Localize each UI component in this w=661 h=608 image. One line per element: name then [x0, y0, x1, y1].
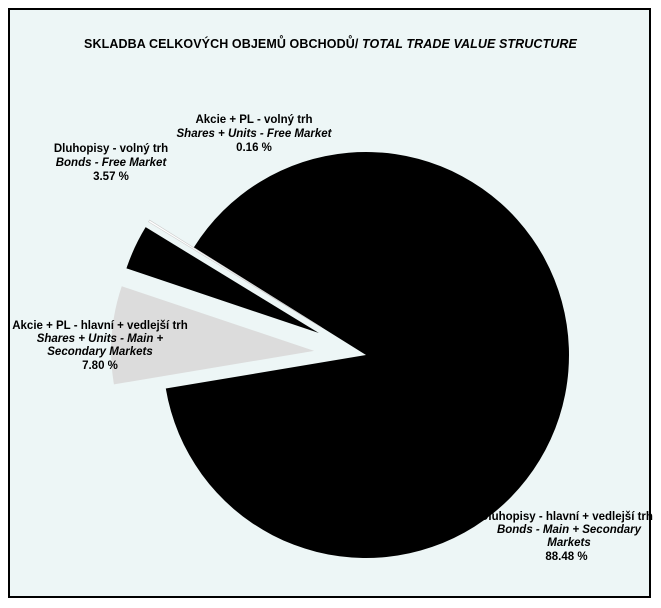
slice-value: 3.57 % — [93, 171, 129, 183]
slice-label-cz: Dluhopisy - volný trh — [53, 143, 169, 155]
slice-label-shares-main: Akcie + PL - hlavní + vedlejší trh Share… — [10, 319, 190, 373]
slice-value: 0.16 % — [236, 142, 272, 154]
slice-bonds-main — [165, 151, 570, 558]
slice-label-bonds-main: Dluhopisy - hlavní + vedlejší trh Bonds … — [474, 510, 659, 564]
slice-label-shares-free: Akcie + PL - volný trh Shares + Units - … — [174, 113, 334, 155]
slice-bonds-free — [126, 227, 319, 334]
slice-label-en: Shares + Units - Free Market — [176, 128, 332, 140]
slice-label-cz: Dluhopisy - hlavní + vedlejší trh — [480, 511, 653, 523]
slice-label-bonds-free: Dluhopisy - volný trh Bonds - Free Marke… — [46, 142, 176, 184]
chart-title: SKLADBA CELKOVÝCH OBJEMŮ OBCHODŮ/ TOTAL … — [0, 37, 661, 51]
slice-shares-main — [111, 286, 315, 385]
slice-value: 7.80 % — [82, 360, 118, 372]
chart-title-cz: SKLADBA CELKOVÝCH OBJEMŮ OBCHODŮ/ — [84, 37, 359, 51]
slice-label-cz: Akcie + PL - volný trh — [195, 114, 313, 126]
slice-value: 88.48 % — [545, 551, 588, 563]
slice-label-en: Shares + Units - Main + Secondary Market… — [36, 333, 164, 358]
slice-label-cz: Akcie + PL - hlavní + vedlejší trh — [12, 320, 188, 332]
slice-label-en: Bonds - Free Market — [55, 157, 167, 169]
slice-label-en: Bonds - Main + Secondary Markets — [496, 524, 642, 549]
slice-shares-free — [148, 219, 322, 328]
chart-title-en: TOTAL TRADE VALUE STRUCTURE — [362, 37, 577, 51]
